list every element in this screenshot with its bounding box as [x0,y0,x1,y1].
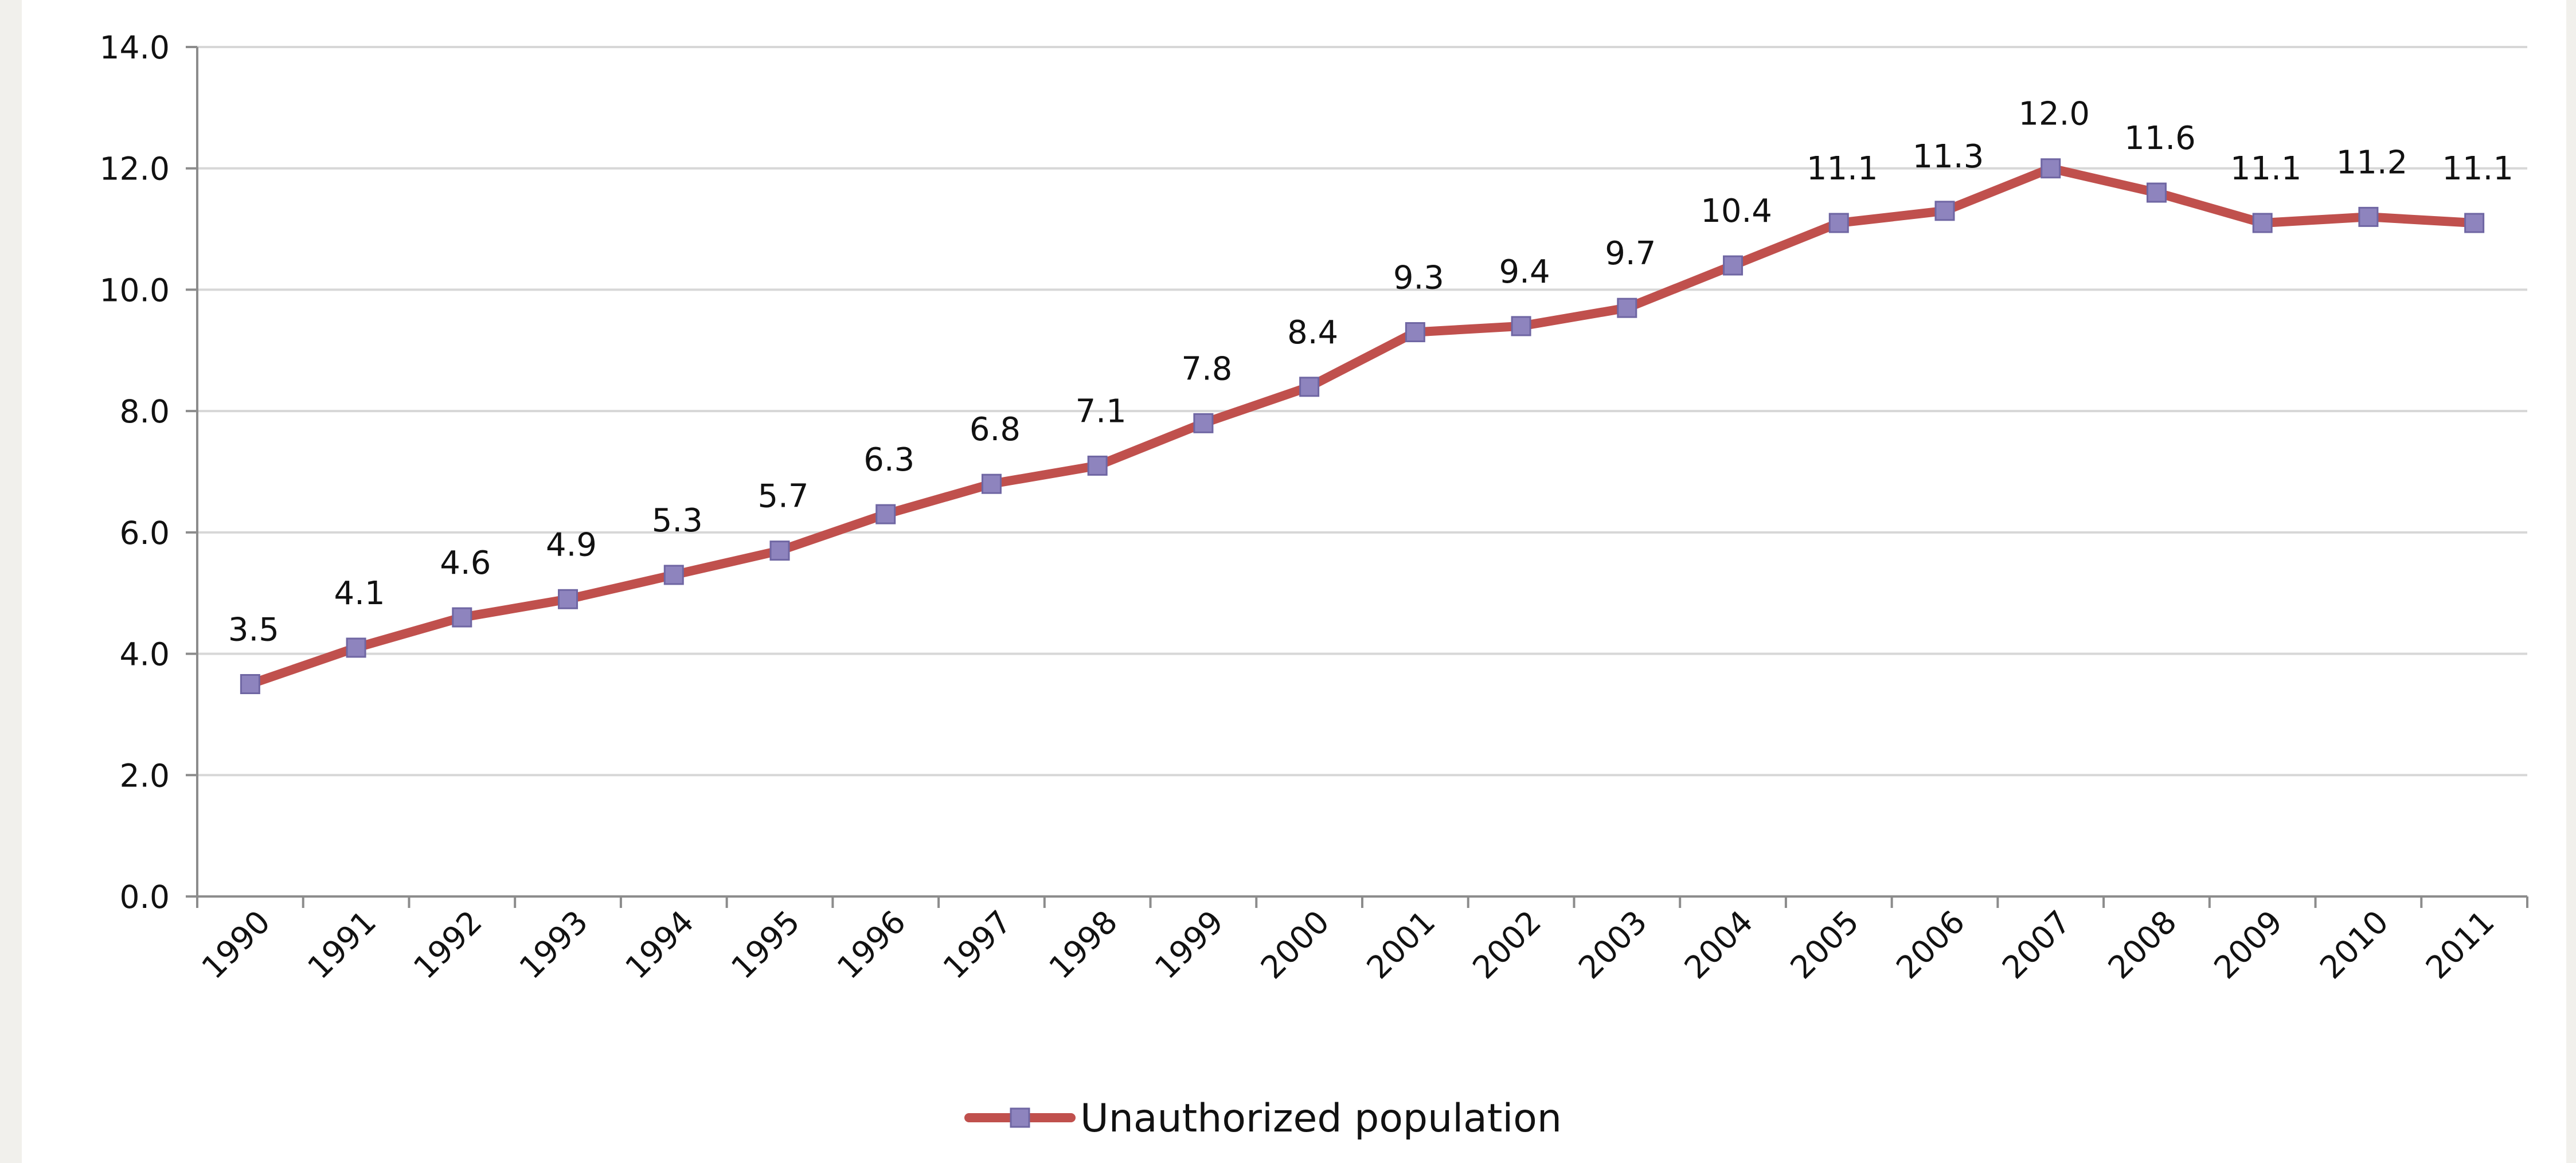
y-tick-label: 2.0 [120,757,170,794]
data-label-2009: 11.1 [2230,150,2302,187]
data-point-2002 [1511,316,1531,336]
data-point-2008 [2146,182,2167,203]
data-point-1990 [240,674,260,694]
x-tick-label: 1993 [512,903,595,986]
x-tick-label: 2003 [1572,903,1654,986]
x-tick-label: 2005 [1783,903,1866,986]
legend-marker-swatch [1010,1107,1030,1128]
data-point-2011 [2464,213,2485,233]
x-tick-label: 1997 [936,903,1018,986]
data-label-1990: 3.5 [228,612,279,649]
data-point-1994 [663,565,684,585]
data-point-2000 [1299,377,1320,397]
data-point-1995 [769,541,790,561]
x-tick-label: 2001 [1359,903,1442,986]
data-label-1993: 4.9 [546,526,597,563]
data-label-1991: 4.1 [334,575,385,612]
gridlines [197,46,2527,777]
data-point-2004 [1723,255,1744,276]
data-point-2006 [1934,201,1955,221]
data-label-2007: 12.0 [2018,96,2090,133]
x-tick-label: 1992 [406,903,489,986]
data-label-1992: 4.6 [440,545,491,582]
x-tick-label: 1991 [300,903,383,986]
data-point-2001 [1405,322,1425,343]
data-labels: 3.5 4.1 4.6 4.9 5.3 5.7 6.3 6.8 7.1 7.8 8.4 9.3 9.4 9… [228,96,2514,649]
x-tick-label: 1994 [618,903,701,986]
x-tick-label: 2002 [1465,903,1548,986]
x-tick-label: 1995 [724,903,807,986]
data-label-1997: 6.8 [970,411,1021,448]
x-tick-label: 2010 [2313,903,2395,986]
data-label-2004: 10.4 [1701,193,1772,230]
data-point-1996 [875,504,896,524]
data-label-2008: 11.6 [2124,120,2196,157]
x-tick-label: 2006 [1889,903,1972,986]
x-tick-label: 2009 [2207,903,2289,986]
legend: Unauthorized population [964,1096,1562,1141]
data-label-2011: 11.1 [2442,150,2514,187]
axes [186,46,2528,908]
y-tick-label: 6.0 [120,515,170,551]
series-layer [240,158,2485,694]
y-tick-label: 10.0 [100,272,170,308]
data-point-1997 [981,473,1002,494]
data-label-2001: 9.3 [1393,260,1444,297]
data-point-2009 [2252,213,2273,233]
x-tick-label: 2004 [1677,903,1760,986]
data-label-1998: 7.1 [1076,393,1127,430]
data-point-1993 [558,589,578,609]
y-tick-label: 8.0 [120,393,170,430]
y-tick-label: 14.0 [100,29,170,66]
x-tick-label: 2008 [2101,903,2183,986]
x-tick-label: 2000 [1254,903,1336,986]
data-point-1992 [452,607,472,628]
data-label-2003: 9.7 [1605,235,1656,272]
data-label-2000: 8.4 [1287,314,1338,351]
data-label-1995: 5.7 [757,478,808,515]
y-tick-label: 0.0 [120,879,170,915]
y-tick-label: 4.0 [120,636,170,673]
y-tick-labels: 0.0 2.0 4.0 6.0 8.0 10.0 12.0 14.0 [100,29,170,915]
data-label-1999: 7.8 [1181,350,1232,387]
data-label-2002: 9.4 [1499,253,1550,291]
data-label-1996: 6.3 [863,441,914,479]
x-tick-label: 2011 [2419,903,2501,986]
x-tick-label: 1996 [830,903,913,986]
data-point-1991 [346,637,366,658]
data-point-1998 [1087,455,1108,476]
data-point-2003 [1617,297,1637,318]
x-tick-labels: 1990 1991 1992 1993 1994 1995 1996 1997 1998 1999… [194,903,2501,986]
y-tick-label: 12.0 [100,151,170,187]
series-line-unauthorized-population [245,163,2479,689]
data-point-2007 [2041,158,2061,179]
data-point-1999 [1193,413,1214,433]
x-tick-label: 1990 [194,903,277,986]
data-point-2005 [1828,213,1849,233]
data-label-2005: 11.1 [1807,150,1878,187]
data-label-1994: 5.3 [652,502,703,539]
data-label-2010: 11.2 [2336,144,2408,181]
legend-label: Unauthorized population [1080,1096,1562,1141]
data-label-2006: 11.3 [1913,138,1984,175]
x-tick-label: 1999 [1148,903,1230,986]
x-tick-label: 1998 [1042,903,1124,986]
data-point-2010 [2358,206,2379,227]
x-tick-label: 2007 [1995,903,2078,986]
